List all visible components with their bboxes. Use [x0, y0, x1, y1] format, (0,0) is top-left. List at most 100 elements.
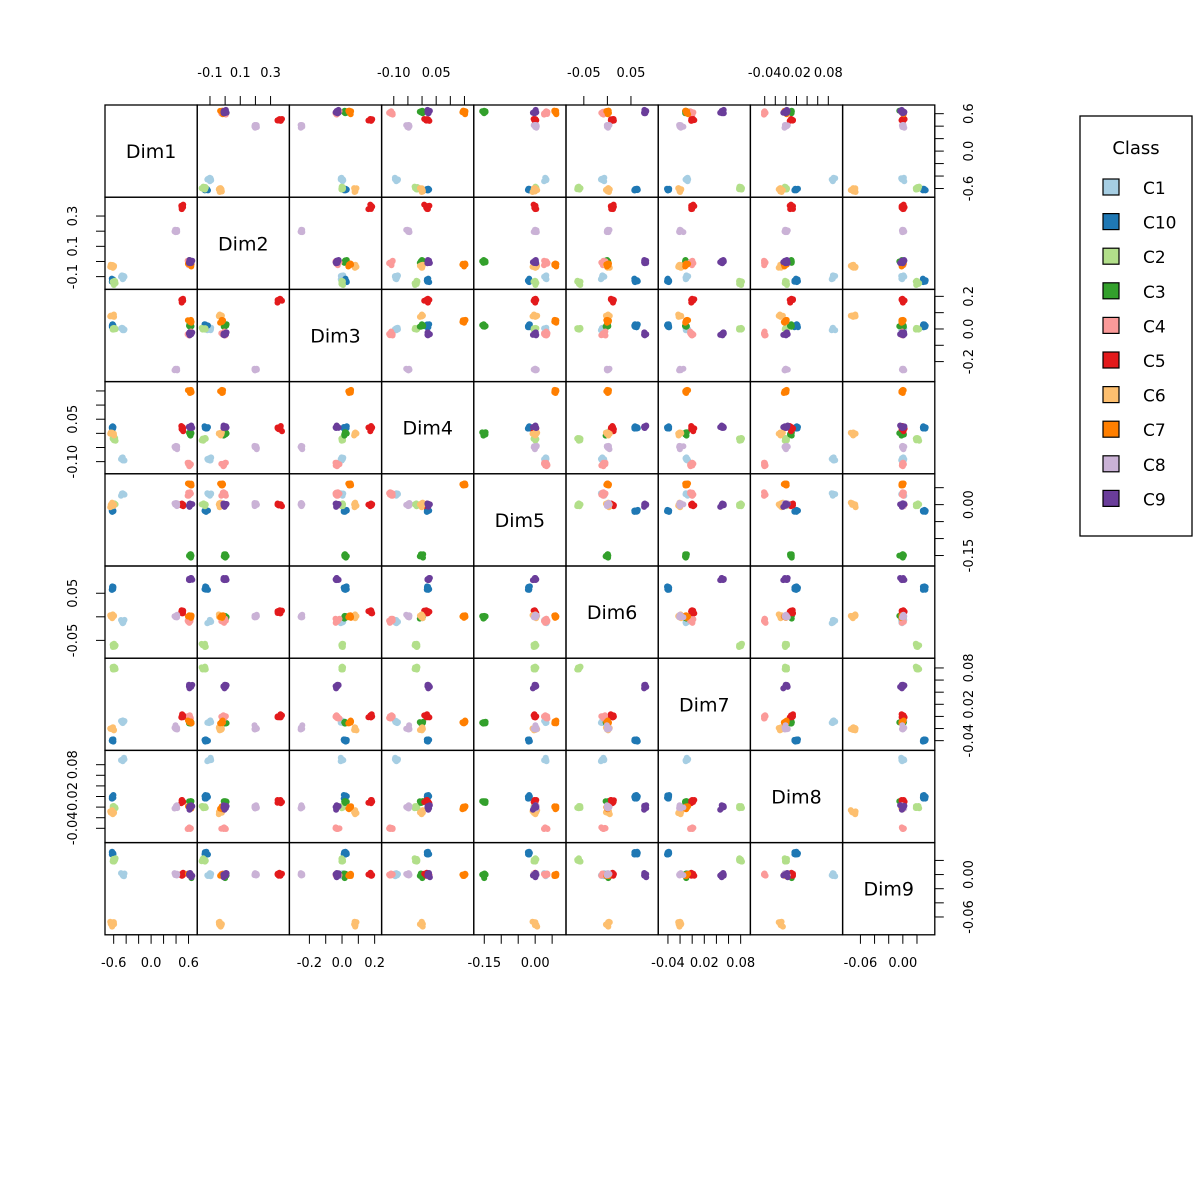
point-c7 — [604, 390, 611, 396]
point-c7 — [219, 390, 225, 396]
point-c9 — [186, 502, 192, 509]
point-c2 — [530, 641, 537, 648]
point-c6 — [352, 187, 359, 194]
point-c9 — [425, 575, 432, 582]
point-c5 — [369, 424, 376, 431]
point-c1 — [542, 273, 549, 280]
point-c1 — [684, 273, 691, 280]
point-c3 — [187, 554, 194, 561]
point-c1 — [684, 174, 691, 181]
point-c8 — [405, 124, 412, 131]
point-c4 — [761, 459, 768, 466]
point-c6 — [419, 262, 426, 269]
point-c10 — [634, 507, 641, 514]
point-c8 — [297, 500, 304, 507]
point-c9 — [720, 330, 727, 337]
point-c9 — [425, 330, 432, 337]
point-c6 — [419, 312, 426, 319]
point-c9 — [334, 110, 341, 117]
point-c8 — [252, 367, 259, 374]
point-c3 — [479, 429, 486, 436]
point-c8 — [171, 613, 178, 620]
point-c9 — [531, 110, 538, 117]
point-c9 — [531, 424, 538, 431]
point-c10 — [425, 584, 431, 590]
point-c9 — [642, 110, 649, 117]
point-c2 — [738, 503, 745, 510]
point-c9 — [221, 424, 228, 431]
point-c7 — [683, 319, 690, 325]
point-c5 — [532, 295, 539, 302]
point-c2 — [738, 435, 745, 442]
point-c1 — [206, 174, 213, 181]
point-c7 — [459, 481, 466, 488]
point-c9 — [425, 110, 432, 117]
panel-2-6 — [565, 196, 659, 291]
point-c5 — [180, 424, 186, 431]
diagonal-label: Dim2 — [218, 233, 269, 255]
point-c1 — [206, 491, 213, 498]
point-c7 — [459, 613, 466, 620]
point-c10 — [793, 507, 800, 514]
point-c3 — [788, 554, 795, 561]
point-c2 — [576, 435, 583, 442]
point-c1 — [830, 273, 837, 280]
point-c10 — [665, 277, 672, 284]
point-c7 — [459, 109, 466, 116]
point-c4 — [602, 332, 609, 339]
point-c7 — [552, 390, 559, 396]
point-c7 — [219, 481, 225, 488]
point-c5 — [608, 203, 614, 210]
point-c8 — [405, 228, 412, 235]
panel-1-6 — [565, 104, 659, 198]
point-c7 — [552, 261, 559, 268]
panel-1-8 — [749, 104, 844, 198]
diagonal-label: Dim1 — [126, 141, 177, 163]
point-c1 — [121, 718, 128, 724]
point-c4 — [332, 459, 339, 466]
point-c7 — [219, 319, 225, 325]
point-c8 — [781, 228, 788, 235]
point-c8 — [901, 613, 908, 620]
point-c7 — [683, 109, 690, 116]
point-c5 — [788, 295, 795, 302]
point-c9 — [782, 424, 789, 431]
point-c5 — [689, 501, 696, 508]
point-c5 — [277, 295, 283, 302]
point-c5 — [369, 501, 376, 508]
point-c8 — [677, 367, 684, 374]
point-c10 — [922, 424, 929, 431]
point-c7 — [346, 390, 352, 396]
point-c9 — [186, 575, 192, 582]
point-c1 — [391, 273, 398, 280]
point-c10 — [203, 584, 210, 590]
diagonal-label: Dim5 — [495, 510, 546, 532]
point-c8 — [901, 228, 908, 235]
panel-1-3 — [288, 104, 383, 198]
point-c9 — [899, 330, 906, 337]
point-c10 — [922, 507, 929, 514]
point-c2 — [912, 503, 919, 510]
point-c3 — [420, 322, 426, 329]
point-c5 — [689, 295, 696, 302]
panel-1-5 — [473, 104, 567, 198]
point-c9 — [782, 330, 789, 337]
point-c8 — [171, 443, 178, 450]
point-c7 — [552, 109, 559, 116]
point-c6 — [109, 612, 116, 619]
point-c8 — [901, 124, 908, 131]
point-c5 — [899, 116, 906, 123]
point-c10 — [793, 584, 800, 590]
point-c9 — [642, 330, 649, 337]
point-c8 — [677, 613, 684, 620]
point-c4 — [389, 110, 396, 117]
point-c6 — [852, 186, 859, 193]
point-c9 — [334, 575, 341, 582]
point-c2 — [338, 186, 345, 193]
point-c7 — [346, 109, 352, 116]
point-c3 — [479, 322, 486, 329]
panel-2-5 — [473, 196, 567, 291]
point-c5 — [424, 116, 431, 123]
point-c8 — [405, 500, 412, 507]
